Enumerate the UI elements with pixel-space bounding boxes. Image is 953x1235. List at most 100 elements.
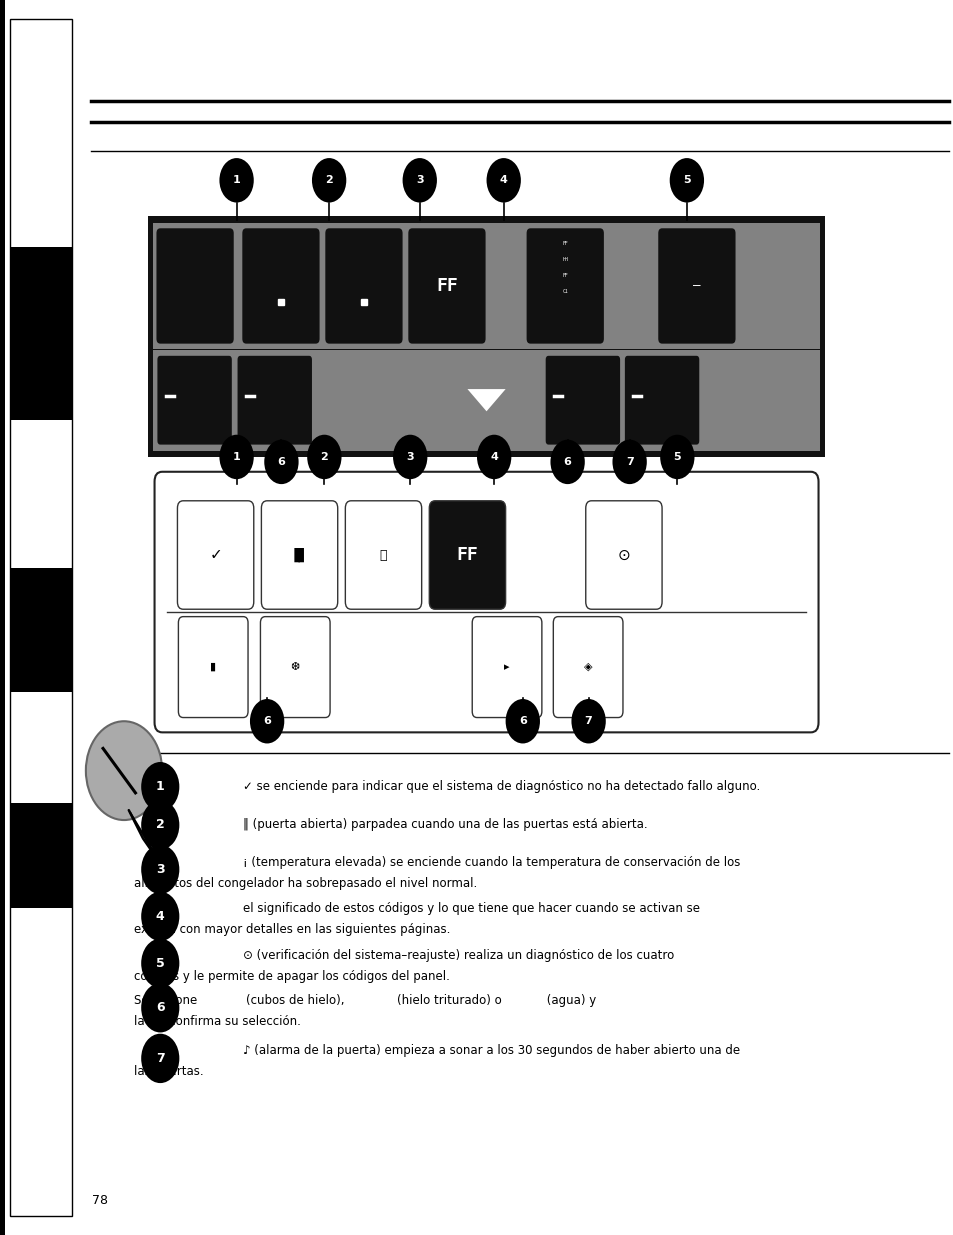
Bar <box>10 803 71 908</box>
Text: 5: 5 <box>682 175 690 185</box>
Text: 5: 5 <box>673 452 680 462</box>
Circle shape <box>307 435 341 479</box>
Circle shape <box>669 158 703 203</box>
Circle shape <box>505 699 539 743</box>
Circle shape <box>141 892 179 941</box>
Text: 4: 4 <box>490 452 497 462</box>
FancyBboxPatch shape <box>545 356 619 445</box>
Text: 7: 7 <box>155 1052 165 1065</box>
Circle shape <box>476 435 511 479</box>
FancyBboxPatch shape <box>156 228 233 343</box>
FancyBboxPatch shape <box>526 228 603 343</box>
FancyBboxPatch shape <box>261 501 337 609</box>
FancyBboxPatch shape <box>325 228 402 343</box>
Circle shape <box>264 440 298 484</box>
Text: ▮: ▮ <box>210 662 216 672</box>
Text: 1: 1 <box>233 452 240 462</box>
Text: FF: FF <box>436 277 457 295</box>
Text: 4: 4 <box>155 910 165 923</box>
Bar <box>0 0 5 1235</box>
FancyBboxPatch shape <box>260 616 330 718</box>
FancyBboxPatch shape <box>177 501 253 609</box>
Text: explica con mayor detalles en las siguientes páginas.: explica con mayor detalles en las siguie… <box>133 924 450 936</box>
Circle shape <box>219 158 253 203</box>
Bar <box>10 247 71 420</box>
Text: ‖ (puerta abierta) parpadea cuando una de las puertas está abierta.: ‖ (puerta abierta) parpadea cuando una d… <box>243 819 647 831</box>
FancyBboxPatch shape <box>472 616 541 718</box>
Text: 3: 3 <box>416 175 423 185</box>
Text: el significado de estos códigos y lo que tiene que hacer cuando se activan se: el significado de estos códigos y lo que… <box>243 903 700 915</box>
Text: 7: 7 <box>584 716 592 726</box>
Text: 4: 4 <box>499 175 507 185</box>
Text: las puertas.: las puertas. <box>133 1066 203 1078</box>
Text: —: — <box>693 279 700 293</box>
FancyBboxPatch shape <box>658 228 735 343</box>
Polygon shape <box>467 389 505 411</box>
Circle shape <box>141 800 179 850</box>
FancyBboxPatch shape <box>154 472 818 732</box>
FancyBboxPatch shape <box>237 356 312 445</box>
Circle shape <box>141 762 179 811</box>
Text: 3: 3 <box>406 452 414 462</box>
Circle shape <box>219 435 253 479</box>
Text: ♪ (alarma de la puerta) empieza a sonar a los 30 segundos de haber abierto una d: ♪ (alarma de la puerta) empieza a sonar … <box>243 1045 740 1057</box>
Circle shape <box>486 158 520 203</box>
Circle shape <box>141 845 179 894</box>
Text: 5: 5 <box>155 957 165 969</box>
Text: C1: C1 <box>561 289 568 294</box>
Text: ¡ (temperatura elevada) se enciende cuando la temperatura de conservación de los: ¡ (temperatura elevada) se enciende cuan… <box>243 856 740 868</box>
Circle shape <box>393 435 427 479</box>
Circle shape <box>312 158 346 203</box>
Text: 6: 6 <box>277 457 285 467</box>
Text: 78: 78 <box>92 1194 108 1207</box>
Circle shape <box>612 440 646 484</box>
FancyBboxPatch shape <box>242 228 319 343</box>
Text: Seleccione             (cubos de hielo),              (hielo triturado) o       : Seleccione (cubos de hielo), (hielo trit… <box>133 994 596 1007</box>
Text: FF: FF <box>561 273 568 278</box>
FancyBboxPatch shape <box>10 19 71 1216</box>
FancyBboxPatch shape <box>157 356 232 445</box>
Text: 3: 3 <box>155 863 165 876</box>
Circle shape <box>250 699 284 743</box>
Text: ✓: ✓ <box>209 547 222 562</box>
Text: ▐▌: ▐▌ <box>289 548 310 562</box>
Text: 2: 2 <box>155 819 165 831</box>
FancyBboxPatch shape <box>553 616 622 718</box>
Text: 7: 7 <box>625 457 633 467</box>
Text: 1: 1 <box>155 781 165 793</box>
FancyBboxPatch shape <box>585 501 661 609</box>
Text: 2: 2 <box>325 175 333 185</box>
Circle shape <box>86 721 162 820</box>
Circle shape <box>571 699 605 743</box>
Circle shape <box>141 983 179 1032</box>
FancyBboxPatch shape <box>429 501 505 609</box>
Text: FF: FF <box>561 241 568 246</box>
Text: 2: 2 <box>320 452 328 462</box>
Text: ✓ se enciende para indicar que el sistema de diagnóstico no ha detectado fallo a: ✓ se enciende para indicar que el sistem… <box>243 781 760 793</box>
Text: alimentos del congelador ha sobrepasado el nivel normal.: alimentos del congelador ha sobrepasado … <box>133 877 476 889</box>
Text: ◈: ◈ <box>583 662 592 672</box>
Circle shape <box>659 435 694 479</box>
Text: HH: HH <box>561 257 568 262</box>
Text: 6: 6 <box>155 1002 165 1014</box>
Circle shape <box>141 1034 179 1083</box>
Circle shape <box>402 158 436 203</box>
Text: 1: 1 <box>233 175 240 185</box>
Text: 🌡: 🌡 <box>379 548 387 562</box>
Text: ❆: ❆ <box>291 662 299 672</box>
Circle shape <box>550 440 584 484</box>
Text: 6: 6 <box>563 457 571 467</box>
Text: 6: 6 <box>263 716 271 726</box>
Bar <box>148 216 824 457</box>
FancyBboxPatch shape <box>345 501 421 609</box>
Bar <box>10 568 71 692</box>
FancyBboxPatch shape <box>624 356 699 445</box>
Text: ▸: ▸ <box>504 662 509 672</box>
Text: 6: 6 <box>518 716 526 726</box>
Bar <box>152 224 820 348</box>
Text: códigos y le permite de apagar los códigos del panel.: códigos y le permite de apagar los códig… <box>133 971 449 983</box>
FancyBboxPatch shape <box>178 616 248 718</box>
Bar <box>152 350 820 451</box>
Text: ⊙ (verificación del sistema–reajuste) realiza un diagnóstico de los cuatro: ⊙ (verificación del sistema–reajuste) re… <box>243 950 674 962</box>
Circle shape <box>141 939 179 988</box>
